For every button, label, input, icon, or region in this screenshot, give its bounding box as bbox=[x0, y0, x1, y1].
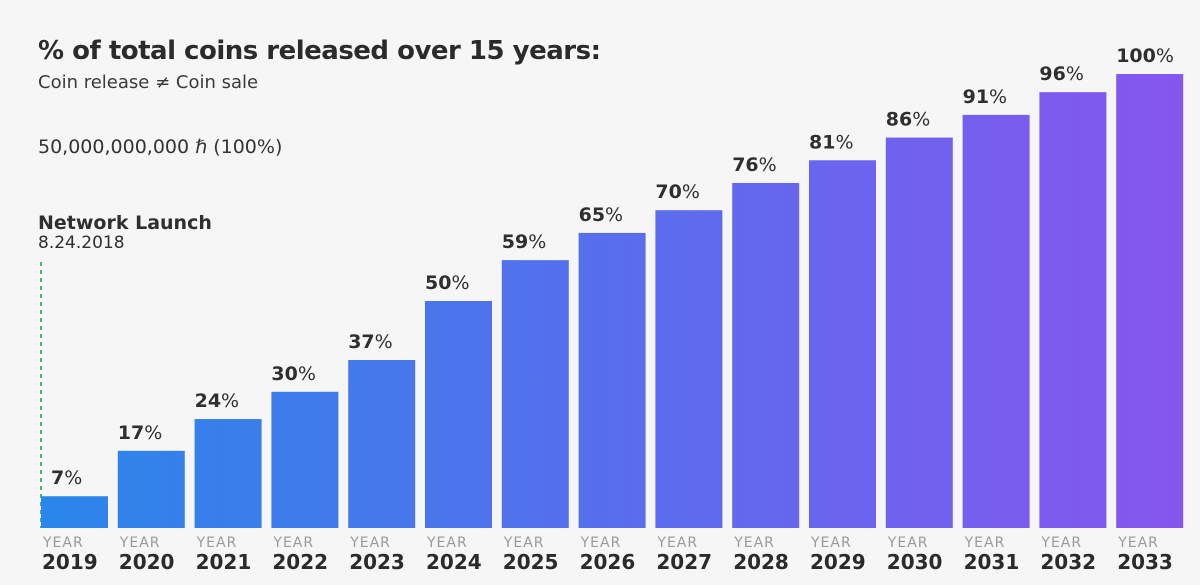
tick-label-2024: 2024 bbox=[426, 550, 482, 574]
tick-prefix-2032: YEAR bbox=[1040, 535, 1082, 551]
tick-prefix-2030: YEAR bbox=[887, 535, 929, 551]
bar-2029 bbox=[809, 160, 876, 528]
tick-prefix-2027: YEAR bbox=[656, 535, 698, 551]
bar-2026 bbox=[578, 232, 646, 528]
tick-label-2027: 2027 bbox=[656, 550, 712, 574]
tick-prefix-2020: YEAR bbox=[119, 535, 161, 551]
data-label-2020: 17% bbox=[118, 422, 163, 444]
tick-label-2023: 2023 bbox=[349, 550, 405, 574]
data-label-2030: 86% bbox=[886, 109, 931, 131]
data-label-2033: 100% bbox=[1116, 45, 1174, 67]
data-label-2026: 65% bbox=[579, 204, 624, 226]
tick-prefix-2028: YEAR bbox=[733, 535, 775, 551]
chart-subtitle: Coin release ≠ Coin sale bbox=[38, 72, 259, 93]
network-launch-title: Network Launch bbox=[38, 212, 212, 234]
tick-label-2028: 2028 bbox=[733, 550, 789, 574]
data-label-2024: 50% bbox=[425, 272, 470, 294]
bar-2030 bbox=[885, 137, 953, 528]
tick-prefix-2023: YEAR bbox=[349, 535, 391, 551]
tick-prefix-2031: YEAR bbox=[964, 535, 1006, 551]
tick-prefix-2025: YEAR bbox=[503, 535, 545, 551]
tick-label-2031: 2031 bbox=[964, 550, 1020, 574]
bar-2028 bbox=[732, 182, 800, 528]
bar-2019 bbox=[41, 496, 108, 528]
data-label-2031: 91% bbox=[963, 86, 1008, 108]
bar-2031 bbox=[962, 114, 1030, 529]
tick-label-2029: 2029 bbox=[810, 550, 866, 574]
tick-prefix-2029: YEAR bbox=[810, 535, 852, 551]
tick-prefix-2021: YEAR bbox=[196, 535, 238, 551]
data-label-2027: 70% bbox=[655, 181, 700, 203]
tick-label-2033: 2033 bbox=[1117, 550, 1173, 574]
tick-label-2025: 2025 bbox=[503, 550, 559, 574]
tick-label-2020: 2020 bbox=[119, 550, 175, 574]
chart-title: % of total coins released over 15 years: bbox=[38, 36, 601, 66]
tick-label-2030: 2030 bbox=[887, 550, 943, 574]
network-launch-date: 8.24.2018 bbox=[38, 233, 125, 253]
total-supply-label: 50,000,000,000 ℏ (100%) bbox=[38, 136, 283, 158]
bar-2032 bbox=[1039, 92, 1107, 528]
tick-prefix-2024: YEAR bbox=[426, 535, 468, 551]
data-label-2032: 96% bbox=[1039, 63, 1084, 85]
bar-2021 bbox=[194, 419, 262, 528]
data-label-2023: 37% bbox=[348, 331, 393, 353]
bar-2024 bbox=[425, 301, 492, 528]
tick-prefix-2019: YEAR bbox=[42, 535, 84, 551]
tick-label-2022: 2022 bbox=[272, 550, 328, 574]
tick-prefix-2033: YEAR bbox=[1117, 535, 1159, 551]
tick-prefix-2026: YEAR bbox=[580, 535, 622, 551]
tick-label-2019: 2019 bbox=[42, 550, 98, 574]
bar-2027 bbox=[655, 210, 723, 528]
data-label-2021: 24% bbox=[195, 390, 240, 412]
tick-label-2021: 2021 bbox=[196, 550, 252, 574]
bar-2020 bbox=[117, 450, 185, 528]
tick-prefix-2022: YEAR bbox=[272, 535, 314, 551]
data-label-2019: 7% bbox=[51, 467, 82, 489]
data-label-2025: 59% bbox=[502, 231, 547, 253]
tick-label-2026: 2026 bbox=[580, 550, 636, 574]
bar-2022 bbox=[271, 391, 339, 528]
data-label-2029: 81% bbox=[809, 131, 854, 153]
data-label-2022: 30% bbox=[271, 363, 316, 385]
bar-2025 bbox=[501, 260, 569, 528]
bar-2023 bbox=[348, 360, 416, 528]
tick-label-2032: 2032 bbox=[1040, 550, 1096, 574]
bar-2033 bbox=[1116, 74, 1184, 528]
data-label-2028: 76% bbox=[732, 154, 777, 176]
